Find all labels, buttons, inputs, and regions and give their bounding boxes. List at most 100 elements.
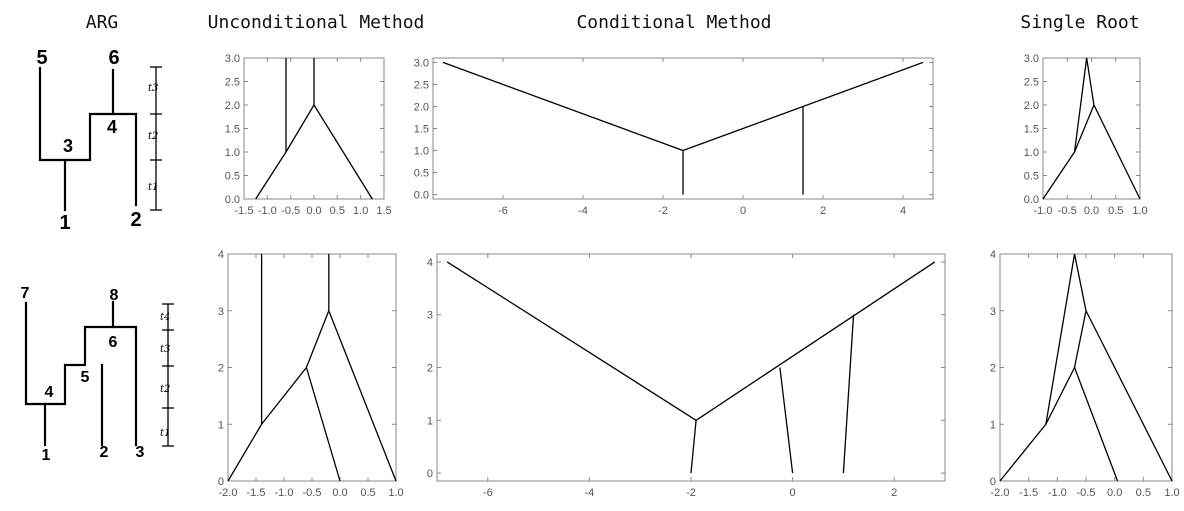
x-tick-label: 4 — [900, 205, 906, 217]
tree-edge-0 — [227, 423, 263, 482]
x-tick-label: 2 — [820, 205, 826, 217]
tree-edge-2 — [1086, 57, 1095, 106]
y-tick-label: 1.5 — [225, 124, 240, 136]
x-tick-label: 1.0 — [1164, 487, 1179, 499]
y-tick-label: 2 — [427, 363, 433, 375]
header-arg: ARG — [86, 12, 119, 33]
y-tick-label: 1.5 — [414, 124, 429, 136]
tree-edge-2 — [313, 104, 373, 200]
arg-bottom-node-5: 5 — [81, 369, 90, 386]
x-tick-label: -0.5 — [303, 487, 322, 499]
y-tick-label: 0.5 — [1024, 171, 1039, 183]
header-unconditional: Unconditional Method — [208, 12, 425, 33]
x-tick-label: 1.0 — [353, 205, 368, 217]
top-single-root-plot: -1.0 -0.5 0.0 0.5 1.0 0.0 0.5 1.0 1.5 2.0 2.5 3.0 — [1024, 53, 1148, 217]
arg-bottom-outline — [24, 301, 138, 447]
y-tick-label: 2.5 — [1024, 77, 1039, 89]
y-tick-label: 2.5 — [414, 79, 429, 91]
y-tick-label: 0.0 — [225, 194, 240, 206]
y-tick-label: 2.0 — [414, 101, 429, 113]
x-tick-label: -1.5 — [1019, 487, 1038, 499]
tree-edge-2 — [305, 367, 341, 482]
tree-edge-1 — [261, 367, 307, 425]
x-tick-label: -2 — [686, 487, 696, 499]
y-tick-label: 2 — [218, 363, 224, 375]
y-tick-label: 2.0 — [1024, 100, 1039, 112]
y-tick-label: 1.5 — [1024, 124, 1039, 136]
arg-bottom-node-1: 1 — [42, 447, 51, 464]
y-tick-label: 0.5 — [414, 168, 429, 180]
tree-edge-3 — [779, 367, 794, 474]
bottom-single-root-plot: -2.0 -1.5 -1.0 -0.5 0.0 0.5 1.0 0 1 2 3 4 — [990, 249, 1180, 499]
y-tick-label: 2.5 — [225, 77, 240, 89]
y-tick-label: 0 — [990, 476, 996, 488]
y-tick-label: 3 — [427, 310, 433, 322]
arg-top-time-t2: t2 — [148, 131, 158, 142]
x-tick-label: 0 — [790, 487, 796, 499]
x-tick-label: -1.0 — [1048, 487, 1067, 499]
x-tick-label: -4 — [578, 205, 588, 217]
tree-edge-4 — [842, 314, 855, 474]
x-tick-label: 0.0 — [332, 487, 347, 499]
tree-edge-1 — [1073, 57, 1088, 153]
x-tick-label: -1.5 — [247, 487, 266, 499]
tree-edge-3 — [1073, 104, 1095, 153]
tree-edge-4 — [1073, 253, 1087, 311]
arg-bottom-node-8: 8 — [110, 287, 119, 304]
arg-diagram-top: 5 6 3 4 1 2 t3 t2 t1 — [36, 47, 162, 234]
y-tick-label: 1 — [990, 419, 996, 431]
x-tick-label: -0.5 — [281, 205, 300, 217]
tree-edge-0 — [255, 151, 287, 200]
header-single-root: Single Root — [1020, 12, 1139, 33]
bottom-unconditional-plot: -2.0 -1.5 -1.0 -0.5 0.0 0.5 1.0 0 1 2 3 4 — [218, 249, 404, 499]
y-tick-label: 1 — [218, 419, 224, 431]
x-tick-label: 0 — [740, 205, 746, 217]
x-tick-label: 0.5 — [1136, 487, 1151, 499]
plot-frame — [227, 253, 397, 482]
y-tick-label: 3.0 — [225, 53, 240, 65]
y-tick-label: 0.0 — [414, 190, 429, 202]
x-tick-label: -1.0 — [258, 205, 277, 217]
arg-bottom-node-2: 2 — [100, 444, 109, 461]
plot-frame — [999, 253, 1173, 482]
x-tick-label: -2.0 — [991, 487, 1010, 499]
tree-edge-4 — [1093, 104, 1141, 200]
x-tick-label: 0.5 — [1108, 205, 1123, 217]
bottom-conditional-plot: -6 -4 -2 0 2 0 1 2 3 4 — [427, 253, 946, 499]
tree-edge-1 — [1045, 367, 1076, 425]
arg-bottom-node-3: 3 — [136, 444, 145, 461]
arg-bottom-node-7: 7 — [21, 285, 30, 302]
arg-diagram-bottom: 7 8 6 5 4 1 2 3 t4 t3 t2 t1 — [21, 285, 174, 464]
tree-edge-0 — [999, 423, 1047, 482]
tree-edge-0 — [1042, 151, 1076, 200]
arg-bottom-node-4: 4 — [45, 384, 54, 401]
tree-edge-2 — [1073, 367, 1119, 482]
x-tick-label: -4 — [585, 487, 595, 499]
x-tick-label: -1.5 — [235, 205, 254, 217]
arg-bottom-time-t1: t1 — [160, 428, 170, 439]
top-conditional-plot: -6 -4 -2 0 2 4 0.0 0.5 1.0 1.5 2.0 2.5 3.0 — [414, 57, 934, 217]
y-tick-label: 3.0 — [1024, 53, 1039, 65]
plot-frame — [436, 253, 946, 482]
x-tick-label: -0.5 — [1077, 487, 1096, 499]
arg-bottom-time-t3: t3 — [160, 344, 170, 355]
arg-bottom-time-t4: t4 — [160, 312, 170, 323]
x-tick-label: 0.0 — [306, 205, 321, 217]
y-tick-label: 1 — [427, 415, 433, 427]
y-tick-label: 2 — [990, 363, 996, 375]
x-tick-label: -0.5 — [1058, 205, 1077, 217]
y-tick-label: 2.0 — [225, 100, 240, 112]
tree-edge-6 — [1085, 310, 1173, 482]
arg-top-node-5: 5 — [36, 47, 47, 69]
x-tick-label: 1.5 — [376, 205, 391, 217]
arg-top-node-3: 3 — [63, 136, 73, 156]
arg-bottom-node-6: 6 — [109, 334, 118, 351]
y-tick-label: 1.0 — [414, 146, 429, 158]
x-tick-label: -2.0 — [219, 487, 238, 499]
y-tick-label: 1.0 — [1024, 147, 1039, 159]
tree-edge-4 — [328, 310, 397, 482]
y-tick-label: 4 — [990, 249, 996, 261]
tree-edge-1 — [695, 261, 936, 421]
y-tick-label: 0 — [427, 468, 433, 480]
